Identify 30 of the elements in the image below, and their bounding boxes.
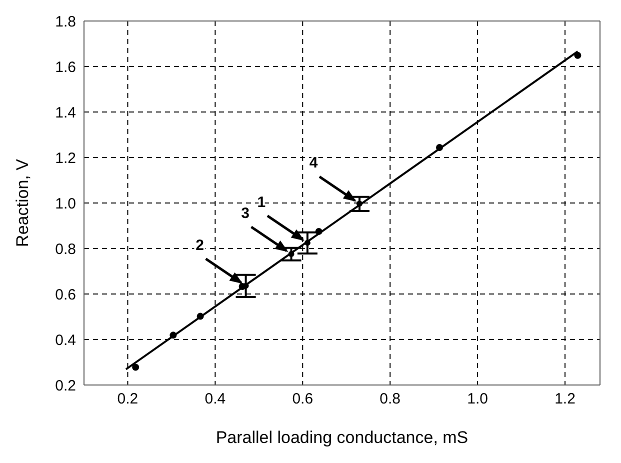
point [315,228,322,235]
annotation: 2 [196,236,204,254]
y-tick-label: 0.2 [55,377,76,394]
annotation: 1 [257,194,266,211]
point [574,52,582,59]
y-tick-label: 0.4 [55,332,76,349]
x-axis-title: Parallel loading conductance, mS [216,428,468,447]
annotation: 3 [241,204,250,222]
point [356,200,362,207]
y-tick-label: 1.0 [55,195,76,212]
y-tick-label: 1.8 [55,13,76,30]
y-axis-title: Reaction, V [13,158,32,247]
y-tick-label: 1.4 [55,104,76,122]
point [288,250,294,257]
point [304,240,310,246]
x-tick-label: 1.2 [554,390,576,408]
point [170,332,177,339]
y-tick-label: 0.8 [55,240,76,258]
point [132,364,140,371]
y-tick-label: 0.6 [55,286,76,304]
point [436,144,444,151]
annotation: 4 [309,154,318,172]
x-tick-label: 0.2 [117,390,138,408]
x-tick-label: 0.8 [380,390,401,408]
x-tick-label: 1.0 [467,390,488,408]
y-tick-label: 1.6 [55,58,76,76]
x-tick-label: 0.6 [292,390,314,408]
x-tick-label: 0.4 [204,390,226,408]
point [196,312,204,320]
y-tick-label: 1.2 [55,150,76,167]
